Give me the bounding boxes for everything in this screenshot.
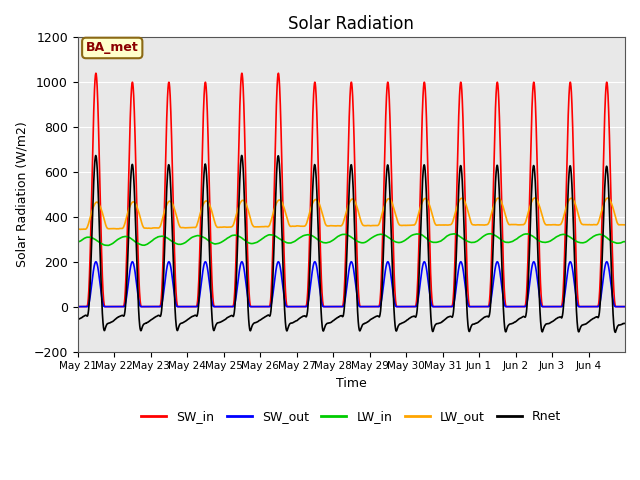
SW_in (474, 304, 482, 310)
LW_out (172, 212, 180, 217)
LW_in (444, 233, 452, 239)
Rnet (74, 316, 81, 322)
SW_out (621, 304, 629, 310)
LW_in (172, 240, 180, 246)
SW_in (621, 304, 628, 310)
SW_out (172, 302, 180, 308)
LW_in (331, 236, 339, 241)
SW_in (505, 304, 513, 310)
Rnet (621, 321, 628, 326)
SW_out (621, 304, 628, 310)
LW_in (74, 239, 81, 245)
SW_out (474, 304, 482, 310)
SW_out (505, 304, 513, 310)
LW_out (531, 195, 539, 201)
Line: SW_in: SW_in (77, 73, 625, 307)
LW_out (444, 222, 452, 228)
SW_out (444, 304, 452, 310)
LW_in (621, 239, 628, 244)
SW_out (74, 304, 81, 310)
Line: LW_in: LW_in (77, 234, 625, 245)
Rnet (611, 329, 619, 335)
SW_in (74, 304, 81, 310)
SW_out (331, 304, 339, 310)
LW_out (474, 222, 482, 228)
X-axis label: Time: Time (336, 377, 367, 390)
Line: Rnet: Rnet (77, 156, 625, 332)
LW_in (621, 239, 629, 244)
LW_out (505, 222, 513, 228)
Rnet (238, 153, 246, 158)
Rnet (444, 314, 452, 320)
LW_out (331, 223, 339, 229)
SW_out (92, 259, 100, 264)
LW_out (77, 227, 84, 232)
Title: Solar Radiation: Solar Radiation (289, 15, 414, 33)
LW_out (621, 222, 628, 228)
LW_in (104, 242, 112, 248)
Rnet (172, 321, 180, 326)
SW_in (331, 304, 339, 310)
Rnet (505, 322, 513, 327)
Y-axis label: Solar Radiation (W/m2): Solar Radiation (W/m2) (15, 121, 28, 267)
LW_in (486, 231, 494, 237)
Rnet (331, 316, 339, 322)
LW_in (474, 238, 482, 243)
SW_in (92, 71, 100, 76)
LW_out (74, 226, 81, 232)
SW_in (444, 304, 452, 310)
LW_in (506, 240, 513, 245)
Line: LW_out: LW_out (77, 198, 625, 229)
Rnet (621, 321, 629, 326)
Line: SW_out: SW_out (77, 262, 625, 307)
SW_in (621, 304, 629, 310)
Rnet (474, 320, 482, 325)
LW_out (621, 222, 629, 228)
Legend: SW_in, SW_out, LW_in, LW_out, Rnet: SW_in, SW_out, LW_in, LW_out, Rnet (136, 405, 566, 428)
Text: BA_met: BA_met (86, 41, 139, 54)
SW_in (172, 291, 180, 297)
